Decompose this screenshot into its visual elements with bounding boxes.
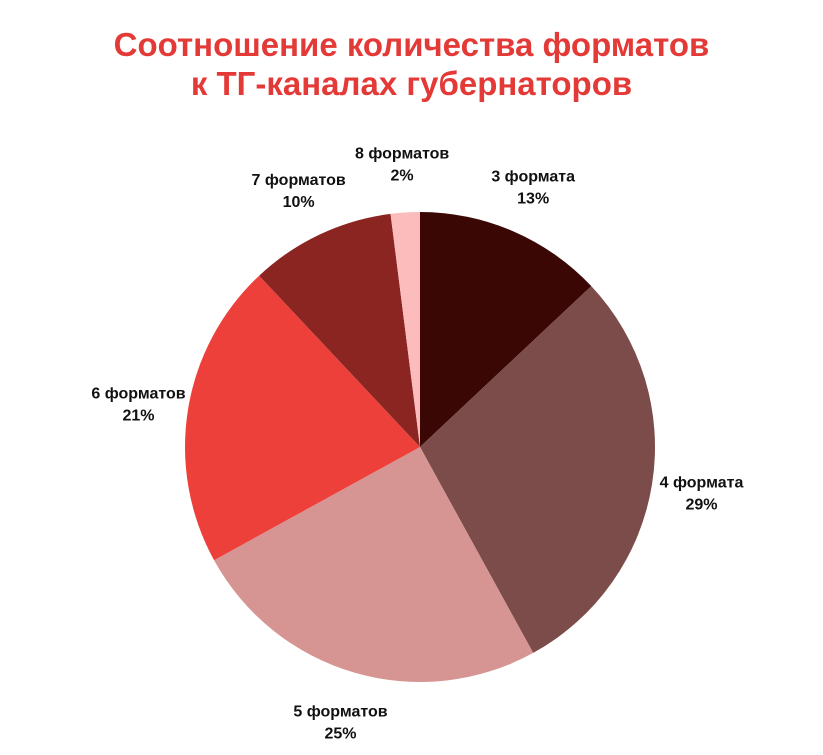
chart-title-line-1: Соотношение количества форматов (113, 26, 710, 63)
slice-value-label-4: 21% (122, 407, 154, 424)
slice-label-4: 6 форматов (91, 385, 185, 402)
pie-slice-5 (259, 213, 420, 447)
slice-labels: 3 формата 13% 4 формата 29% 5 форматов 25% 6 ф… (91, 146, 743, 743)
pie-slice-2 (420, 286, 655, 653)
slice-value-label-1: 13% (517, 190, 549, 207)
pie-slice-6 (390, 212, 420, 447)
pie-slice-4 (185, 275, 420, 561)
slice-value-label-2: 29% (685, 497, 717, 514)
pie-slices (185, 212, 655, 682)
slice-label-6: 8 форматов (355, 146, 449, 163)
slice-value-label-6: 2% (391, 168, 414, 185)
chart-title-line-2: к ТГ-каналах губернаторов (190, 65, 633, 102)
slice-label-5: 7 форматов (252, 172, 346, 189)
slice-value-label-5: 10% (283, 194, 315, 211)
slice-label-3: 5 форматов (293, 704, 387, 721)
slice-value-label-3: 25% (324, 726, 356, 743)
slice-label-2: 4 формата (660, 475, 744, 492)
slice-label-1: 3 формата (491, 168, 575, 185)
pie-slice-3 (214, 447, 534, 682)
pie-slice-1 (420, 212, 592, 447)
